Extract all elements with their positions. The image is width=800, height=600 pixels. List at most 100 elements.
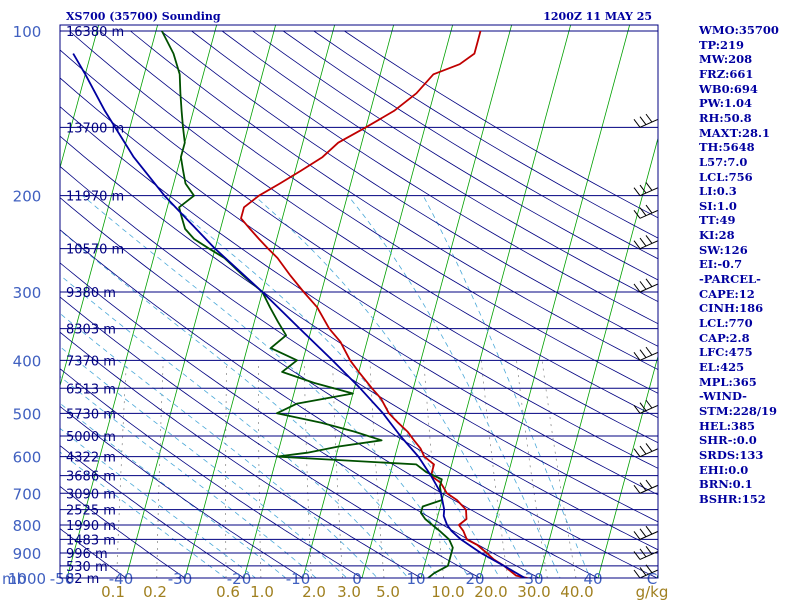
wind-barb bbox=[639, 118, 658, 128]
dry-adiabat-line bbox=[60, 197, 658, 578]
height-label: 1990 m bbox=[66, 519, 116, 534]
wind-barb-flag bbox=[639, 567, 647, 576]
temperature-tick-label: -40 bbox=[109, 570, 134, 588]
dry-adiabat-line bbox=[60, 485, 186, 578]
dry-adiabat-line bbox=[60, 229, 599, 578]
wind-barb bbox=[639, 351, 658, 361]
height-label: 82 m bbox=[66, 572, 99, 587]
dry-adiabat-line bbox=[282, 30, 658, 260]
dry-adiabat-line bbox=[60, 106, 658, 496]
pressure-tick-label: 700 bbox=[13, 485, 42, 503]
height-label: 9380 m bbox=[66, 286, 116, 301]
stat-line: CAPE:12 bbox=[699, 286, 755, 301]
height-label: 3090 m bbox=[66, 487, 116, 502]
wind-barb-flag bbox=[639, 402, 647, 412]
dry-adiabat-line bbox=[69, 30, 658, 419]
height-label: 5000 m bbox=[66, 430, 116, 445]
dry-adiabat-line bbox=[160, 30, 658, 347]
temperature-tick-label: 30 bbox=[524, 570, 543, 588]
height-label: 530 m bbox=[66, 560, 108, 575]
height-label: 6513 m bbox=[66, 382, 116, 397]
wind-barb-flag bbox=[639, 349, 647, 359]
mixing-ratio-label: 20.0 bbox=[474, 583, 507, 600]
temperature-tick-label: C bbox=[647, 570, 657, 588]
pressure-tick-label: 300 bbox=[13, 284, 42, 302]
stat-line: -PARCEL- bbox=[699, 272, 761, 287]
wind-barb-flag bbox=[633, 531, 641, 540]
stat-line: WB0:694 bbox=[699, 81, 758, 96]
dewpoint-line bbox=[161, 30, 454, 578]
dry-adiabat-line bbox=[99, 30, 658, 394]
wind-barb-flag bbox=[639, 116, 647, 126]
height-label: 7370 m bbox=[66, 354, 116, 369]
wind-barb-flag bbox=[645, 545, 653, 555]
stat-line: LCL:756 bbox=[699, 169, 753, 184]
wind-barb-flag bbox=[645, 346, 653, 356]
wind-barb bbox=[639, 240, 658, 250]
wind-barb-flag bbox=[633, 405, 641, 414]
stat-line: RH:50.8 bbox=[699, 110, 752, 125]
stat-line: MPL:365 bbox=[699, 374, 757, 389]
temperature-line bbox=[240, 30, 532, 578]
isotherm-line bbox=[184, 25, 336, 578]
stat-line: SHR-:0.0 bbox=[699, 433, 757, 448]
temperature-tick-label: 20 bbox=[465, 570, 484, 588]
stat-line: LCL:770 bbox=[699, 316, 753, 330]
dry-adiabat-line bbox=[221, 30, 658, 303]
wind-barb-flag bbox=[645, 479, 653, 489]
moist-adiabat-line bbox=[60, 402, 287, 578]
dry-adiabat-line bbox=[191, 30, 658, 325]
wind-barb bbox=[639, 569, 658, 578]
stat-line: L57:7.0 bbox=[699, 154, 748, 169]
mixing-ratio-label: g/kg bbox=[636, 583, 669, 600]
temperature-tick-label: -20 bbox=[227, 570, 252, 588]
wind-barb-flag bbox=[639, 207, 647, 217]
wind-barb-flag bbox=[639, 445, 647, 455]
wind-barb-flag bbox=[633, 210, 641, 219]
moist-adiabat-line bbox=[60, 451, 227, 578]
temperature-tick-label: 0 bbox=[352, 570, 362, 588]
moist-adiabat-line bbox=[60, 427, 257, 578]
height-label: 3686 m bbox=[66, 470, 116, 485]
wind-barb bbox=[639, 187, 658, 197]
wind-barb bbox=[639, 551, 658, 560]
moist-adiabat-line bbox=[347, 195, 561, 578]
wind-barb-flag bbox=[639, 482, 647, 491]
isotherm-line bbox=[60, 25, 159, 388]
stat-line: LFC:475 bbox=[699, 345, 753, 360]
pressure-tick-label: 400 bbox=[13, 352, 42, 370]
stat-line: STM:228/19 bbox=[699, 403, 778, 418]
moist-adiabat-line bbox=[254, 195, 531, 578]
height-label: 11970 m bbox=[66, 190, 124, 205]
mixing-ratio-label: 0.1 bbox=[101, 583, 125, 600]
isotherm-line bbox=[60, 25, 100, 170]
wind-barb-flag bbox=[633, 569, 641, 578]
wind-barb bbox=[639, 404, 658, 414]
wind-barb-flag bbox=[633, 551, 641, 560]
mixing-ratio-label: 10.0 bbox=[431, 583, 464, 600]
moist-adiabat-line bbox=[60, 274, 409, 578]
stat-line: TT:49 bbox=[699, 213, 736, 228]
mixing-ratio-label: 40.0 bbox=[560, 583, 593, 600]
dry-adiabat-layer bbox=[60, 30, 658, 578]
stat-line: MAXT:28.1 bbox=[699, 125, 770, 140]
wind-barb-flag bbox=[639, 528, 647, 538]
height-label: 2525 m bbox=[66, 504, 116, 519]
dry-adiabat-line bbox=[60, 296, 481, 578]
stat-line: -WIND- bbox=[699, 389, 747, 404]
stat-line: WMO:35700 bbox=[699, 23, 779, 37]
wind-barb bbox=[639, 448, 658, 458]
wind-barb-flag bbox=[645, 525, 653, 535]
wind-barb-layer bbox=[633, 113, 658, 578]
wind-barb-flag bbox=[645, 204, 653, 214]
height-label: 5730 m bbox=[66, 407, 116, 422]
mixing-ratio-label: 1.0 bbox=[250, 583, 274, 600]
dry-adiabat-line bbox=[60, 165, 658, 551]
wind-barb-flag bbox=[633, 187, 641, 196]
pressure-unit-label: mb bbox=[2, 570, 26, 588]
temperature-tick-label: -50 bbox=[50, 570, 75, 588]
height-label: 1483 m bbox=[66, 533, 116, 548]
mixing-ratio-label: 5.0 bbox=[376, 583, 400, 600]
